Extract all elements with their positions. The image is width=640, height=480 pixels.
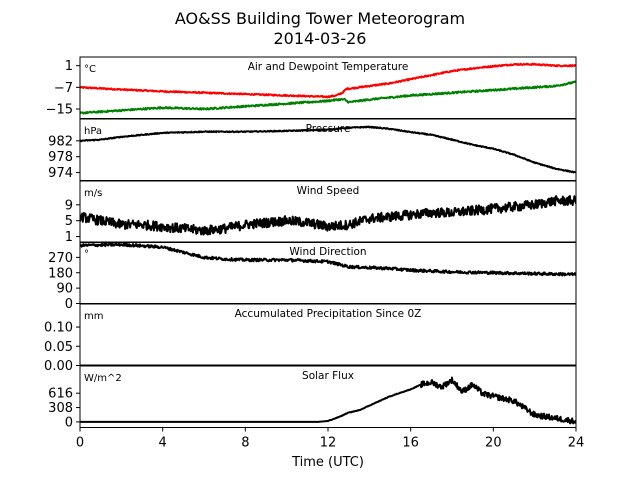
y-tick-label: −7 [54,81,73,96]
panel-title: Solar Flux [302,370,354,382]
panel-unit: W/m^2 [84,373,122,384]
y-tick-label: 974 [48,166,73,181]
x-tick-label: 8 [241,436,249,451]
figure-title: AO&SS Building Tower Meteorogram [175,9,465,28]
panel-1: 1 −7 −15 Air and Dewpoint Temperature °C [46,56,577,119]
y-tick-label: 0.10 [44,321,73,336]
x-tick-label: 0 [76,436,84,451]
x-tick-label: 16 [402,436,419,451]
y-tick-label: 308 [48,401,73,416]
x-tick-label: 12 [320,436,337,451]
series-line-1 [80,242,576,277]
series-line-1 [80,195,576,236]
series-line-1 [80,376,576,425]
panel-unit: hPa [84,126,102,137]
y-tick-label: 5 [65,214,73,229]
series-line-1 [80,62,576,99]
y-tick-label: 616 [48,387,73,402]
y-tick-label: 0.05 [44,340,73,355]
panel-unit: °C [84,64,96,75]
figure-subtitle: 2014-03-26 [274,29,367,48]
x-axis-label: Time (UTC) [291,455,364,470]
y-tick-label: 1 [65,59,73,74]
panel-title: Accumulated Precipitation Since 0Z [235,308,422,320]
panel-title: Pressure [306,123,351,135]
y-tick-label: 0 [65,297,73,312]
y-tick-label: 270 [48,251,73,266]
y-tick-label: −15 [46,103,73,118]
y-tick-label: 0 [65,415,73,430]
x-tick-label: 24 [568,436,585,451]
x-tick-label: 4 [159,436,167,451]
y-tick-label: 180 [48,266,73,281]
y-tick-label: 9 [65,198,73,213]
y-tick-label: 1 [65,230,73,245]
x-tick-label: 20 [485,436,502,451]
panel-title: Wind Speed [297,185,360,197]
panel-5: 0.10 0.05 0.00 Accumulated Precipitation Si… [44,303,577,374]
y-tick-label: 0.00 [44,359,73,374]
panel-title: Wind Direction [289,246,366,258]
panel-title: Air and Dewpoint Temperature [248,61,409,73]
panel-unit: mm [84,311,103,322]
panel-unit: m/s [84,188,102,199]
y-tick-label: 978 [48,150,73,165]
series-line-2 [80,80,576,115]
y-tick-label: 982 [48,134,73,149]
y-tick-label: 90 [56,282,73,297]
panel-3: 951 Wind Speed m/s [65,180,577,245]
series-line-1 [80,125,576,174]
panel-unit: ° [84,249,89,260]
